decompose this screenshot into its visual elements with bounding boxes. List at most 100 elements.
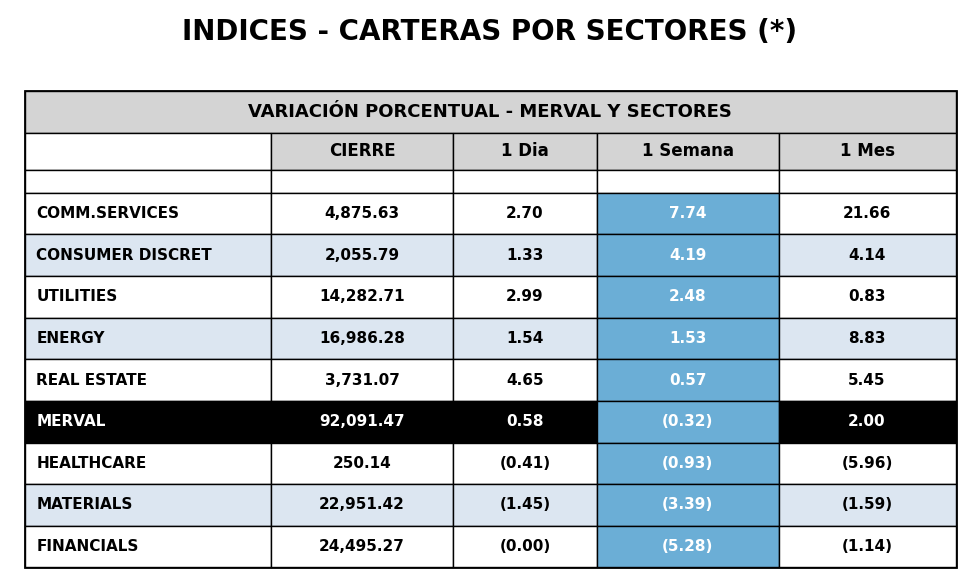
Text: 1.53: 1.53 — [669, 331, 707, 346]
Text: 8.83: 8.83 — [849, 331, 886, 346]
Text: 21.66: 21.66 — [843, 206, 891, 221]
Bar — [24, 484, 271, 526]
Text: 7.74: 7.74 — [669, 206, 707, 221]
Bar — [271, 235, 453, 276]
Bar — [597, 192, 778, 235]
Bar — [453, 318, 597, 359]
Text: 1 Dia: 1 Dia — [501, 142, 549, 160]
Text: (0.00): (0.00) — [499, 539, 551, 554]
Bar — [271, 276, 453, 318]
Bar — [597, 276, 778, 318]
Bar — [453, 526, 597, 567]
Bar — [778, 235, 956, 276]
Bar — [453, 170, 597, 192]
Bar — [453, 442, 597, 484]
Bar — [453, 484, 597, 526]
Bar — [271, 133, 453, 170]
Text: 3,731.07: 3,731.07 — [324, 373, 400, 388]
Bar — [778, 276, 956, 318]
Bar — [597, 526, 778, 567]
Text: 14,282.71: 14,282.71 — [319, 290, 405, 304]
Bar — [271, 526, 453, 567]
Text: COMM.SERVICES: COMM.SERVICES — [36, 206, 179, 221]
Bar — [597, 442, 778, 484]
Bar — [597, 318, 778, 359]
Text: 0.83: 0.83 — [849, 290, 886, 304]
Text: CIERRE: CIERRE — [328, 142, 395, 160]
Text: 1.33: 1.33 — [507, 247, 544, 263]
Text: (0.32): (0.32) — [662, 414, 713, 429]
Text: 0.57: 0.57 — [669, 373, 707, 388]
Bar — [597, 484, 778, 526]
Text: MATERIALS: MATERIALS — [36, 497, 132, 512]
Text: CONSUMER DISCRET: CONSUMER DISCRET — [36, 247, 212, 263]
Bar — [271, 192, 453, 235]
Text: INDICES - CARTERAS POR SECTORES (*): INDICES - CARTERAS POR SECTORES (*) — [182, 18, 798, 46]
Bar — [778, 401, 956, 442]
Bar — [24, 91, 956, 133]
Bar — [24, 442, 271, 484]
Text: (1.59): (1.59) — [842, 497, 893, 512]
Bar — [453, 192, 597, 235]
Text: (5.28): (5.28) — [662, 539, 713, 554]
Text: (0.41): (0.41) — [500, 456, 551, 471]
Text: 92,091.47: 92,091.47 — [319, 414, 405, 429]
Text: 4.65: 4.65 — [506, 373, 544, 388]
Bar — [597, 359, 778, 401]
Text: 22,951.42: 22,951.42 — [319, 497, 405, 512]
Text: 4.19: 4.19 — [669, 247, 707, 263]
Bar — [778, 442, 956, 484]
Text: 2.70: 2.70 — [506, 206, 544, 221]
Text: (3.39): (3.39) — [662, 497, 713, 512]
Bar — [778, 192, 956, 235]
Bar — [778, 526, 956, 567]
Bar — [271, 170, 453, 192]
Text: FINANCIALS: FINANCIALS — [36, 539, 138, 554]
Bar — [778, 484, 956, 526]
Text: ENERGY: ENERGY — [36, 331, 105, 346]
Bar — [24, 133, 271, 170]
Text: MERVAL: MERVAL — [36, 414, 106, 429]
Bar — [597, 170, 778, 192]
Bar — [24, 235, 271, 276]
Text: (1.45): (1.45) — [500, 497, 551, 512]
Text: 4,875.63: 4,875.63 — [324, 206, 400, 221]
Bar — [597, 133, 778, 170]
Text: UTILITIES: UTILITIES — [36, 290, 118, 304]
Text: (1.14): (1.14) — [842, 539, 893, 554]
Text: 1.54: 1.54 — [507, 331, 544, 346]
Bar — [778, 318, 956, 359]
Bar — [453, 359, 597, 401]
Bar — [271, 318, 453, 359]
Bar — [778, 133, 956, 170]
Text: HEALTHCARE: HEALTHCARE — [36, 456, 147, 471]
Text: 250.14: 250.14 — [332, 456, 391, 471]
Bar — [271, 401, 453, 442]
Text: 16,986.28: 16,986.28 — [319, 331, 405, 346]
Text: VARIACIÓN PORCENTUAL - MERVAL Y SECTORES: VARIACIÓN PORCENTUAL - MERVAL Y SECTORES — [248, 102, 732, 121]
Bar — [453, 401, 597, 442]
Bar — [24, 359, 271, 401]
Bar — [453, 133, 597, 170]
Text: 1 Mes: 1 Mes — [840, 142, 895, 160]
Text: 4.14: 4.14 — [849, 247, 886, 263]
Bar — [597, 401, 778, 442]
Bar — [24, 276, 271, 318]
Bar — [24, 318, 271, 359]
Bar — [778, 359, 956, 401]
Text: 5.45: 5.45 — [849, 373, 886, 388]
Bar — [778, 170, 956, 192]
Text: 2.99: 2.99 — [506, 290, 544, 304]
Bar — [24, 401, 271, 442]
Text: (0.93): (0.93) — [662, 456, 713, 471]
Text: 0.58: 0.58 — [506, 414, 544, 429]
Text: 2.48: 2.48 — [669, 290, 707, 304]
Text: 1 Semana: 1 Semana — [642, 142, 734, 160]
Bar — [597, 235, 778, 276]
Text: 2,055.79: 2,055.79 — [324, 247, 400, 263]
Bar — [24, 526, 271, 567]
Text: 2.00: 2.00 — [849, 414, 886, 429]
Text: 24,495.27: 24,495.27 — [319, 539, 405, 554]
Text: REAL ESTATE: REAL ESTATE — [36, 373, 147, 388]
Bar — [24, 170, 271, 192]
